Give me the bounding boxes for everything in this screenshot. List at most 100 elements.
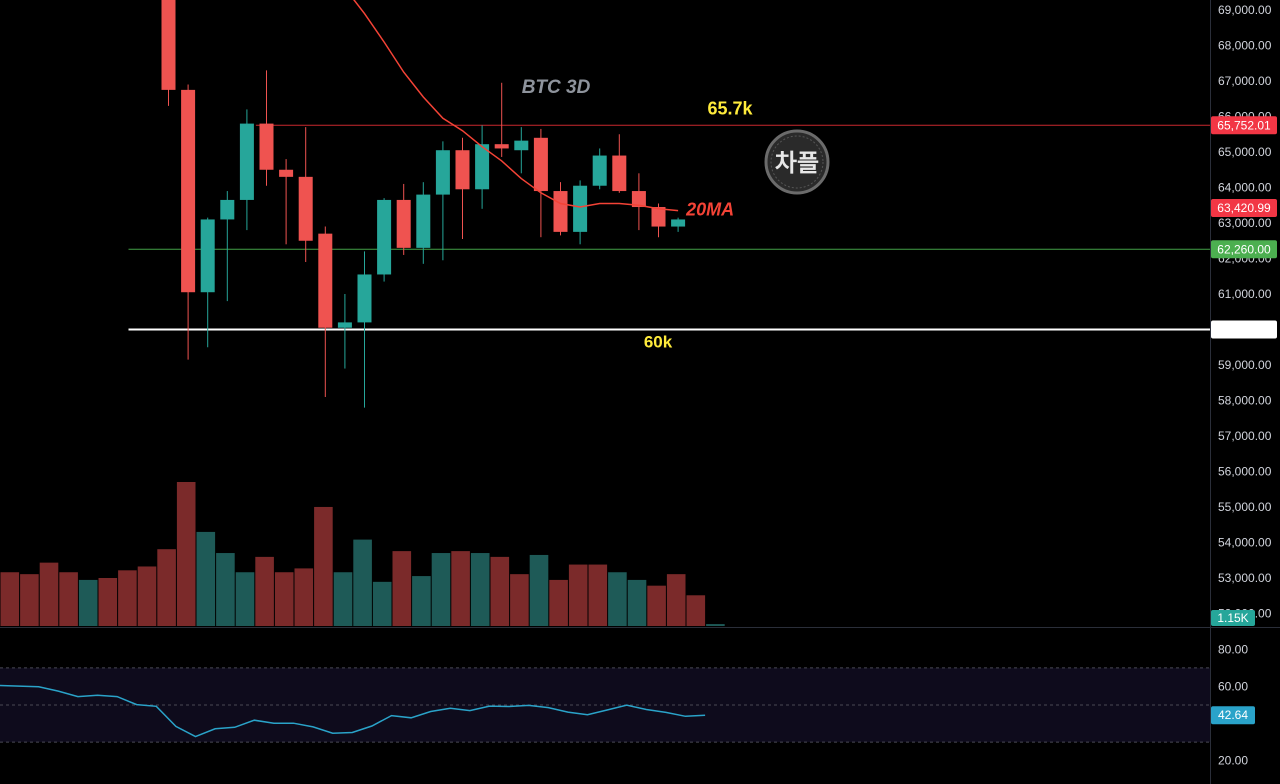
volume-bar (0, 572, 20, 626)
price-tick-label: 68,000.00 (1218, 39, 1272, 53)
ma20-line (353, 0, 679, 212)
candle (298, 127, 313, 263)
price-tick-label: 69,000.00 (1218, 3, 1272, 17)
rsi-tick-label: 80.00 (1218, 642, 1248, 656)
volume-bar (216, 553, 235, 626)
svg-text:63,420.99: 63,420.99 (1217, 201, 1271, 215)
rsi-badge: 42.64 (1211, 706, 1255, 725)
svg-text:60,000.00: 60,000.00 (1217, 323, 1271, 337)
svg-text:62,260.00: 62,260.00 (1217, 242, 1271, 256)
price-tick-label: 59,000.00 (1218, 358, 1272, 372)
volume-bar (510, 574, 529, 626)
volume-bar (588, 564, 608, 626)
price-tick-label: 63,000.00 (1218, 216, 1272, 230)
volume-bar (137, 566, 157, 626)
candle (318, 226, 333, 397)
volume-bar (647, 585, 666, 626)
volume-bar (314, 506, 333, 626)
rsi-line (0, 684, 706, 738)
candle (239, 109, 254, 231)
candle (455, 137, 470, 239)
rsi-pane (0, 667, 1210, 743)
volume-bar (353, 539, 372, 626)
price-tick-label: 56,000.00 (1218, 465, 1272, 479)
volume-bar (412, 576, 431, 626)
candle (631, 173, 646, 231)
volume-bar (549, 579, 568, 626)
candle (612, 134, 627, 193)
volume-bar (118, 570, 137, 626)
volume-bar (176, 482, 196, 626)
volume-bar (98, 578, 118, 626)
candle (220, 191, 235, 302)
candle (533, 128, 548, 238)
price-tick-label: 67,000.00 (1218, 74, 1272, 88)
volume-bar (20, 574, 39, 626)
volume-bar (196, 531, 216, 626)
price-tick-label: 61,000.00 (1218, 287, 1272, 301)
price-tick-label: 53,000.00 (1218, 571, 1272, 585)
volume-bar (39, 562, 59, 626)
volume-bar (255, 556, 274, 626)
price-level-badge: 62,260.00 (1211, 240, 1277, 259)
candle (435, 141, 450, 261)
candle (475, 125, 490, 209)
candle (592, 148, 607, 190)
volume-bar (490, 556, 510, 626)
price-tick-label: 54,000.00 (1218, 536, 1272, 550)
volume-bar (431, 553, 451, 626)
price-level-badge: 65,752.01 (1211, 116, 1277, 135)
candle (161, 0, 176, 106)
candle (200, 217, 215, 348)
candle (377, 198, 392, 282)
volume-bar (529, 554, 549, 626)
candle (416, 182, 431, 264)
level-annotation: 65.7k (707, 98, 753, 118)
candle (337, 294, 352, 369)
ma20-label: 20MA (685, 200, 734, 220)
volume-bar (392, 551, 412, 626)
volume-bar (274, 572, 294, 626)
volume-bar (333, 572, 353, 626)
volume-bar (627, 579, 647, 626)
watermark-logo-icon: 차플 (764, 129, 830, 195)
rsi-tick-label: 60.00 (1218, 679, 1248, 693)
volume-bar (59, 572, 78, 626)
volume-bar (372, 581, 392, 626)
candles (161, 0, 686, 408)
volume-bar (608, 572, 627, 626)
volume-bar (451, 551, 470, 626)
candle (357, 251, 372, 408)
candle (514, 127, 529, 174)
volume-bar (235, 572, 255, 626)
volume-pane (0, 482, 725, 626)
volume-bar (568, 564, 588, 626)
price-tick-label: 55,000.00 (1218, 500, 1272, 514)
svg-text:65,752.01: 65,752.01 (1217, 118, 1271, 132)
svg-text:1.15K: 1.15K (1217, 611, 1248, 625)
chart-title: BTC 3D (522, 77, 591, 98)
volume-bar (686, 595, 706, 626)
candle (259, 70, 274, 186)
candle (494, 82, 509, 157)
rsi-tick-label: 20.00 (1218, 754, 1248, 768)
volume-bar (78, 579, 98, 626)
candle (671, 217, 686, 232)
price-tick-label: 57,000.00 (1218, 429, 1272, 443)
svg-text:42.64: 42.64 (1218, 708, 1248, 722)
volume-badge: 1.15K (1211, 610, 1255, 626)
price-level-badge: 63,420.99 (1211, 199, 1277, 218)
candle (396, 183, 411, 255)
candle (181, 84, 196, 360)
volume-bar (157, 549, 176, 626)
price-tick-label: 64,000.00 (1218, 181, 1272, 195)
price-level-badge: 60,000.00 (1211, 320, 1277, 339)
price-tick-label: 65,000.00 (1218, 145, 1272, 159)
level-annotation: 60k (644, 333, 673, 352)
volume-bar (666, 574, 686, 626)
candle (279, 159, 294, 245)
price-tick-label: 58,000.00 (1218, 394, 1272, 408)
candle (573, 180, 588, 245)
